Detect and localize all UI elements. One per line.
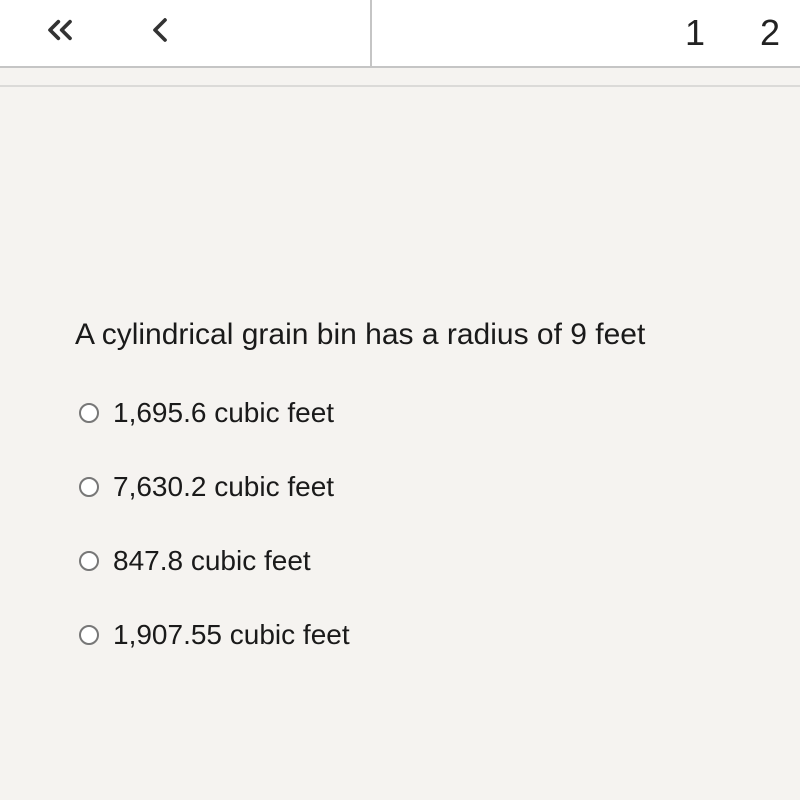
radio-button-icon[interactable]	[79, 477, 99, 497]
page-number-2[interactable]: 2	[760, 12, 780, 54]
option-row[interactable]: 1,907.55 cubic feet	[79, 619, 780, 651]
vertical-divider	[370, 0, 372, 66]
option-label: 847.8 cubic feet	[113, 545, 311, 577]
option-row[interactable]: 1,695.6 cubic feet	[79, 397, 780, 429]
radio-button-icon[interactable]	[79, 551, 99, 571]
radio-button-icon[interactable]	[79, 625, 99, 645]
page-number-1[interactable]: 1	[685, 12, 705, 54]
nav-buttons-group	[0, 10, 180, 57]
top-navigation-bar: 1 2	[0, 0, 800, 68]
first-page-icon[interactable]	[40, 10, 80, 57]
option-label: 1,907.55 cubic feet	[113, 619, 350, 651]
options-list: 1,695.6 cubic feet 7,630.2 cubic feet 84…	[75, 397, 780, 651]
option-label: 1,695.6 cubic feet	[113, 397, 334, 429]
option-row[interactable]: 847.8 cubic feet	[79, 545, 780, 577]
question-content: A cylindrical grain bin has a radius of …	[0, 68, 800, 651]
page-numbers-group: 1 2	[685, 12, 780, 54]
option-label: 7,630.2 cubic feet	[113, 471, 334, 503]
radio-button-icon[interactable]	[79, 403, 99, 423]
horizontal-divider	[0, 85, 800, 87]
previous-page-icon[interactable]	[140, 10, 180, 57]
option-row[interactable]: 7,630.2 cubic feet	[79, 471, 780, 503]
question-prompt: A cylindrical grain bin has a radius of …	[75, 318, 780, 352]
